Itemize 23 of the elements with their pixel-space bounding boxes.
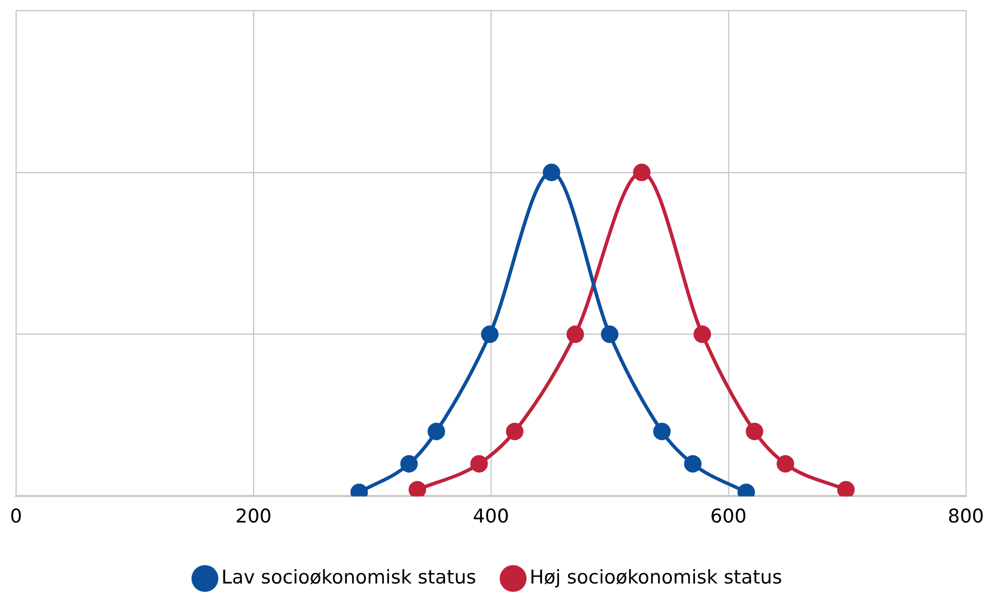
legend-label: Høj socioøkonomisk status xyxy=(530,566,782,588)
point xyxy=(653,422,671,440)
point xyxy=(566,326,584,344)
point xyxy=(506,422,524,440)
x-tick-label: 800 xyxy=(948,506,984,528)
point xyxy=(428,422,446,440)
point xyxy=(746,422,764,440)
point xyxy=(481,326,499,344)
point xyxy=(837,480,855,496)
point xyxy=(400,455,418,473)
legend-label: Lav socioøkonomisk status xyxy=(221,566,476,588)
x-tick-label: 400 xyxy=(472,506,510,528)
point xyxy=(542,164,560,182)
x-tick-label: 600 xyxy=(710,506,747,528)
point xyxy=(776,455,794,473)
point xyxy=(600,326,618,344)
point xyxy=(470,455,488,473)
point xyxy=(684,455,702,473)
point xyxy=(408,480,426,496)
x-tick-label: 0 xyxy=(10,506,22,528)
point xyxy=(694,326,712,344)
point xyxy=(632,164,650,182)
x-tick-label: 200 xyxy=(235,506,272,528)
